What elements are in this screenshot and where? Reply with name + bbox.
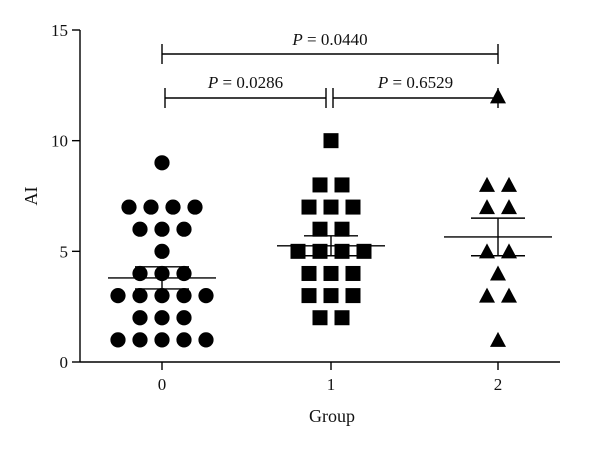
data-point-triangle (479, 243, 495, 259)
significance-bracket: P = 0.0286 (164, 73, 327, 108)
data-point-circle (198, 288, 214, 304)
data-point-circle (110, 288, 126, 304)
data-point-circle (176, 288, 192, 304)
data-point-circle (110, 332, 126, 348)
p-value: = 0.0440 (303, 30, 368, 49)
data-point-square (345, 199, 361, 215)
y-tick-label: 0 (60, 353, 69, 372)
data-point-circle (198, 332, 214, 348)
p-value-label: P = 0.6529 (377, 73, 453, 92)
data-point-circle (154, 155, 170, 171)
data-point-square (356, 243, 372, 259)
data-point-circle (154, 288, 170, 304)
data-point-circle (154, 310, 170, 326)
axes (79, 30, 560, 363)
data-point-triangle (501, 287, 517, 303)
data-point-triangle (501, 176, 517, 192)
data-point-square (312, 177, 328, 193)
data-point-triangle (501, 199, 517, 215)
y-tick-label: 15 (51, 21, 68, 40)
data-point-square (290, 243, 306, 259)
data-point-circle (132, 332, 148, 348)
x-tick-label: 2 (494, 375, 503, 394)
y-tick-label: 10 (51, 132, 68, 151)
p-symbol: P (377, 73, 388, 92)
significance-bracket: P = 0.0440 (161, 30, 499, 64)
data-point-square (345, 265, 361, 281)
data-point-circle (121, 199, 137, 215)
data-point-circle (132, 310, 148, 326)
x-tick-label: 0 (158, 375, 167, 394)
data-point-square (323, 288, 339, 304)
p-value-label: P = 0.0440 (291, 30, 367, 49)
data-point-circle (165, 199, 181, 215)
data-point-triangle (479, 287, 495, 303)
data-point-circle (132, 265, 148, 282)
data-point-triangle (490, 265, 506, 281)
significance-bracket: P = 0.6529 (332, 73, 499, 108)
y-ticks: 0 5 10 15 (51, 21, 80, 372)
mean-sem-bars (108, 217, 552, 290)
data-point-circle (132, 221, 148, 237)
data-point-circle (154, 332, 170, 348)
data-point-circle (176, 332, 192, 348)
p-symbol: P (291, 30, 302, 49)
data-point-square (312, 221, 328, 237)
data-point-square (301, 199, 317, 215)
data-point-square (334, 177, 350, 193)
data-point-square (301, 265, 317, 281)
p-value-label: P = 0.0286 (207, 73, 283, 92)
data-point-square (323, 199, 339, 215)
x-ticks: 0 1 2 (158, 362, 503, 394)
x-tick-label: 1 (327, 375, 336, 394)
data-point-square (323, 133, 339, 149)
data-point-circle (143, 199, 159, 215)
data-point-circle (187, 199, 203, 215)
y-axis-title: AI (21, 187, 41, 206)
data-point-circle (154, 221, 170, 237)
data-point-triangle (490, 331, 506, 347)
data-point-square (301, 288, 317, 304)
data-point-triangle (479, 176, 495, 192)
data-point-circle (176, 310, 192, 326)
data-point-circle (154, 243, 170, 259)
y-tick-label: 5 (60, 242, 69, 261)
data-point-triangle (501, 243, 517, 259)
data-point-square (334, 221, 350, 237)
data-point-circle (132, 288, 148, 304)
p-value: = 0.0286 (218, 73, 283, 92)
x-axis-title: Group (309, 406, 355, 426)
data-point-circle (176, 265, 192, 282)
data-point-circle (176, 221, 192, 237)
data-point-square (312, 310, 328, 326)
data-point-square (334, 310, 350, 326)
p-value: = 0.6529 (388, 73, 453, 92)
data-point-square (323, 265, 339, 281)
data-points (110, 88, 517, 348)
p-symbol: P (207, 73, 218, 92)
data-point-triangle (479, 199, 495, 215)
data-point-square (345, 288, 361, 304)
